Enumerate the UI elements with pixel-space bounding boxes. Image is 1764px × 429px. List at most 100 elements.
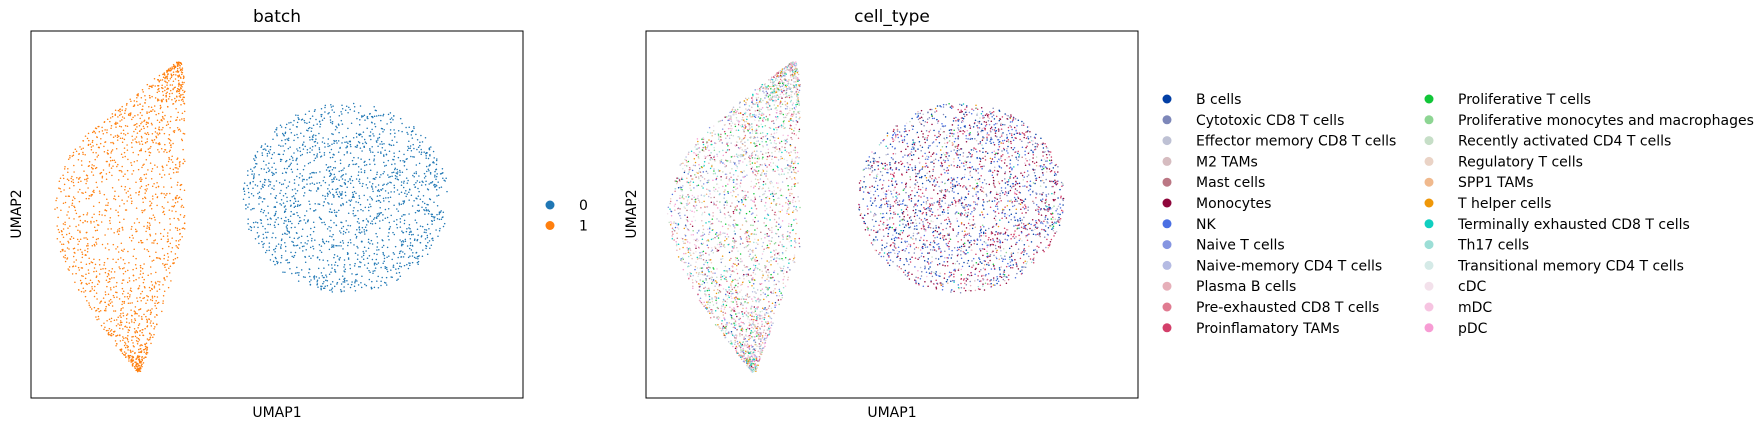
data-point-cell-type bbox=[1053, 174, 1056, 176]
data-point-batch-1 bbox=[115, 209, 117, 212]
data-point-batch-0 bbox=[407, 179, 409, 182]
data-point-batch-1 bbox=[113, 296, 115, 299]
data-point-batch-0 bbox=[410, 233, 413, 236]
data-point-batch-0 bbox=[339, 230, 341, 232]
data-point-batch-1 bbox=[159, 104, 162, 107]
data-point-cell-type bbox=[973, 242, 976, 245]
data-point-batch-0 bbox=[275, 129, 278, 131]
data-point-batch-0 bbox=[437, 235, 439, 238]
data-point-batch-0 bbox=[425, 154, 427, 157]
data-point-batch-0 bbox=[292, 241, 294, 243]
data-point-batch-0 bbox=[326, 228, 329, 230]
data-point-batch-1 bbox=[149, 110, 152, 112]
data-point-batch-1 bbox=[115, 325, 118, 327]
data-point-batch-1 bbox=[91, 164, 93, 166]
data-point-batch-1 bbox=[165, 75, 167, 78]
data-point-cell-type bbox=[958, 262, 961, 265]
data-point-cell-type bbox=[944, 250, 946, 252]
data-point-batch-1 bbox=[77, 191, 79, 193]
data-point-batch-1 bbox=[137, 168, 140, 171]
data-point-batch-0 bbox=[304, 214, 306, 217]
data-point-batch-0 bbox=[403, 164, 406, 167]
data-point-batch-0 bbox=[318, 244, 321, 246]
data-point-batch-1 bbox=[149, 336, 152, 338]
data-point-batch-1 bbox=[119, 137, 122, 139]
data-point-cell-type bbox=[1006, 133, 1008, 136]
data-point-cell-type bbox=[981, 262, 983, 265]
data-point-batch-0 bbox=[324, 285, 326, 287]
data-point-batch-0 bbox=[356, 280, 358, 282]
data-point-batch-0 bbox=[327, 201, 329, 204]
data-point-batch-0 bbox=[324, 198, 327, 200]
data-point-batch-1 bbox=[68, 266, 71, 268]
data-point-batch-1 bbox=[127, 341, 130, 343]
data-point-batch-1 bbox=[108, 171, 111, 174]
data-point-batch-1 bbox=[129, 302, 131, 304]
data-point-batch-0 bbox=[395, 223, 398, 226]
data-point-cell-type bbox=[766, 138, 769, 140]
data-point-batch-1 bbox=[140, 177, 142, 179]
data-point-batch-1 bbox=[133, 124, 135, 127]
data-point-batch-0 bbox=[381, 146, 384, 149]
data-point-batch-1 bbox=[164, 77, 166, 80]
data-point-batch-0 bbox=[297, 204, 299, 206]
data-point-cell-type bbox=[929, 226, 932, 229]
data-point-batch-0 bbox=[323, 151, 326, 154]
data-point-batch-0 bbox=[303, 135, 305, 137]
data-point-batch-1 bbox=[73, 205, 75, 207]
data-point-batch-0 bbox=[347, 244, 349, 247]
data-point-cell-type bbox=[732, 161, 735, 164]
data-point-batch-1 bbox=[161, 205, 164, 208]
data-point-batch-1 bbox=[157, 186, 160, 188]
data-point-batch-1 bbox=[128, 326, 131, 329]
data-point-batch-1 bbox=[82, 287, 85, 289]
data-point-cell-type bbox=[892, 261, 894, 263]
data-point-batch-0 bbox=[437, 181, 439, 183]
data-point-cell-type bbox=[724, 166, 726, 168]
data-point-batch-1 bbox=[136, 297, 138, 299]
data-point-cell-type bbox=[1040, 179, 1042, 182]
data-point-batch-1 bbox=[154, 164, 156, 166]
data-point-batch-1 bbox=[149, 97, 151, 99]
data-point-batch-0 bbox=[409, 242, 412, 244]
data-point-cell-type bbox=[884, 246, 886, 249]
data-point-batch-1 bbox=[155, 136, 158, 139]
data-point-cell-type bbox=[934, 236, 936, 239]
data-point-cell-type bbox=[978, 257, 980, 259]
data-point-batch-1 bbox=[111, 159, 114, 162]
data-point-batch-0 bbox=[355, 178, 358, 180]
data-point-batch-1 bbox=[143, 296, 146, 299]
data-point-cell-type bbox=[1004, 255, 1006, 257]
data-point-cell-type bbox=[1033, 249, 1035, 251]
data-point-batch-1 bbox=[132, 139, 134, 141]
data-point-batch-1 bbox=[163, 132, 166, 135]
data-point-cell-type bbox=[743, 120, 746, 123]
data-point-batch-0 bbox=[308, 200, 310, 203]
data-point-batch-0 bbox=[249, 225, 252, 228]
data-point-batch-0 bbox=[419, 141, 421, 144]
data-point-batch-0 bbox=[357, 111, 360, 114]
data-point-cell-type bbox=[929, 266, 931, 268]
data-point-batch-0 bbox=[386, 123, 388, 125]
data-point-batch-0 bbox=[344, 194, 347, 197]
data-point-batch-1 bbox=[138, 358, 141, 361]
data-point-batch-0 bbox=[404, 213, 406, 216]
data-point-batch-1 bbox=[128, 358, 130, 360]
data-point-batch-0 bbox=[258, 173, 260, 176]
data-point-batch-1 bbox=[113, 271, 116, 273]
data-point-cell-type bbox=[790, 83, 792, 86]
data-point-batch-0 bbox=[320, 272, 323, 274]
data-point-cell-type bbox=[1002, 132, 1004, 134]
data-point-batch-0 bbox=[285, 208, 287, 210]
data-point-batch-0 bbox=[375, 217, 378, 219]
data-point-cell-type bbox=[872, 157, 874, 159]
data-point-batch-0 bbox=[326, 192, 329, 194]
data-point-batch-1 bbox=[110, 127, 112, 130]
data-point-batch-0 bbox=[361, 226, 364, 229]
data-point-batch-0 bbox=[396, 226, 399, 229]
data-point-cell-type bbox=[865, 185, 867, 188]
data-point-batch-0 bbox=[262, 246, 264, 248]
data-point-cell-type bbox=[910, 200, 913, 202]
data-point-cell-type bbox=[871, 170, 874, 172]
data-point-batch-0 bbox=[367, 241, 370, 243]
